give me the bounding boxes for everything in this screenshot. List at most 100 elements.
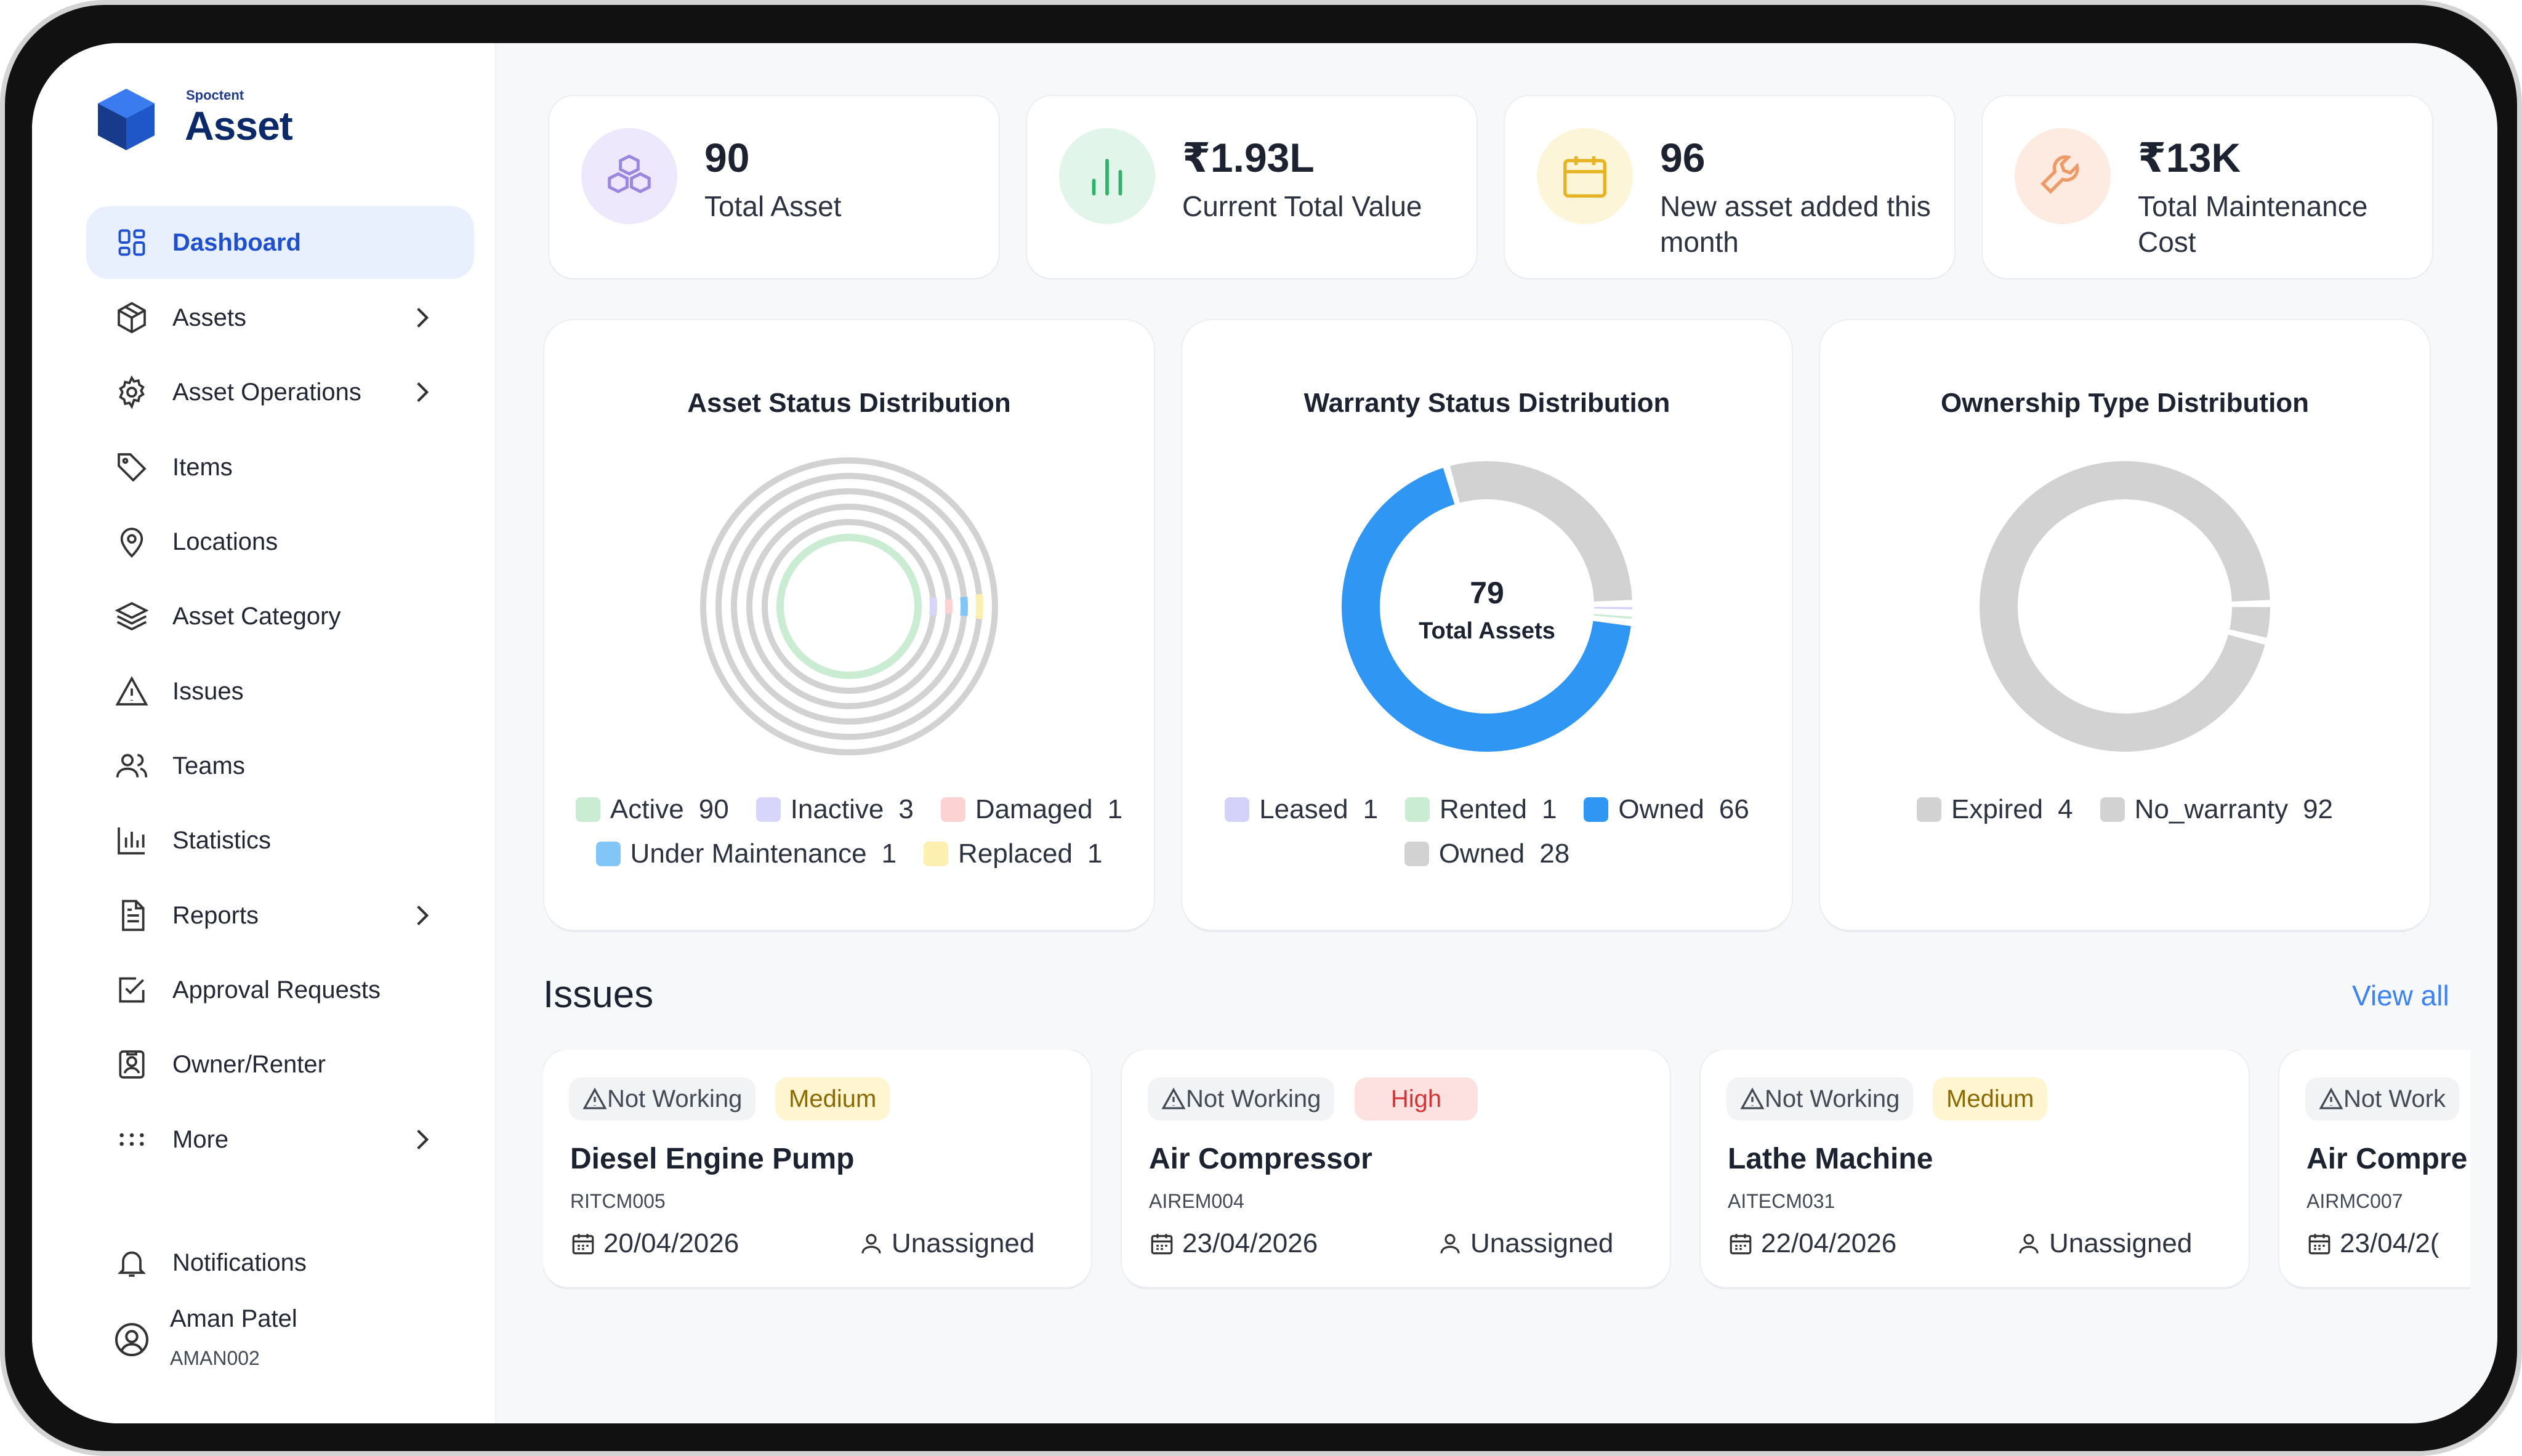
issue-assignee-text: Unassigned	[892, 1228, 1035, 1258]
issue-date-text: 22/04/2026	[1761, 1228, 1897, 1258]
check-square-icon	[113, 971, 150, 1008]
sidebar-item-label: Statistics	[172, 826, 272, 854]
legend-item[interactable]: Under Maintenance 1	[595, 839, 897, 869]
bar-active[interactable]	[776, 534, 922, 679]
legend-swatch	[755, 797, 781, 822]
sidebar-item-more[interactable]: More	[86, 1103, 474, 1176]
sidebar-item-statistics[interactable]: Statistics	[86, 804, 474, 877]
warning-icon	[1161, 1087, 1186, 1109]
chart-title: Asset Status Distribution	[687, 388, 1011, 418]
legend-item[interactable]: Rented 1	[1405, 794, 1557, 825]
legend-swatch	[924, 842, 949, 866]
stat-label: Current Total Value	[1182, 190, 1422, 222]
user-name: Aman Patel	[170, 1305, 297, 1332]
slice-owned[interactable]	[1342, 468, 1631, 752]
issue-card[interactable]: Not Working High Air Compressor AIREM004…	[1122, 1050, 1670, 1287]
legend-item[interactable]: Owned 66	[1584, 794, 1749, 825]
legend-item[interactable]: Active 90	[575, 794, 729, 825]
issue-asset-code: RITCM005	[570, 1190, 666, 1212]
legend-label: Expired	[1951, 794, 2044, 824]
legend-value: 66	[1718, 794, 1749, 824]
bar-replaced[interactable]	[975, 593, 983, 619]
logo[interactable]	[97, 87, 156, 151]
user-profile[interactable]: Aman Patel AMAN002	[113, 1305, 458, 1385]
status-badge: Not Work	[2305, 1077, 2459, 1120]
issue-card[interactable]: Not Working Medium Diesel Engine Pump RI…	[543, 1050, 1091, 1287]
issue-card[interactable]: Not Working Medium Lathe Machine AITECM0…	[1701, 1050, 2249, 1287]
ring-bg	[762, 519, 937, 694]
slice-expired[interactable]	[2229, 606, 2270, 638]
stat-card-current-total-value[interactable]: ₹1.93L Current Total Value	[1027, 96, 1477, 278]
issue-assignee: Unassigned	[1437, 1228, 1613, 1259]
sidebar-item-assets[interactable]: Assets	[86, 281, 474, 354]
legend-value: 92	[2303, 794, 2334, 824]
brand-name: Asset	[185, 103, 293, 148]
notifications-button[interactable]: Notifications	[86, 1226, 474, 1299]
issue-assignee: Unassigned	[2016, 1228, 2192, 1259]
issue-assignee-text: Unassigned	[1470, 1228, 1614, 1258]
legend-swatch	[575, 797, 600, 822]
ring-bg	[731, 488, 967, 725]
bar-chart-icon	[113, 822, 150, 859]
issue-card[interactable]: Not Work Air Compre AIRMC007 23/04/2(	[2279, 1050, 2470, 1287]
slice-owned[interactable]	[1450, 461, 1632, 602]
sidebar-item-reports[interactable]: Reports	[86, 879, 474, 952]
priority-badge: High	[1355, 1077, 1478, 1120]
tag-icon	[113, 449, 150, 486]
legend-swatch	[595, 842, 621, 866]
legend-item[interactable]: Damaged 1	[940, 794, 1122, 825]
chart-card-asset-status: Asset Status Distribution Active 90 Inact…	[544, 320, 1154, 930]
issue-asset-name: Air Compre	[2306, 1143, 2468, 1175]
sidebar-item-label: Approval Requests	[172, 976, 381, 1004]
chevron-right-icon	[417, 1129, 429, 1150]
legend-item[interactable]: Leased 1	[1225, 794, 1378, 825]
issue-assignee-text: Unassigned	[2049, 1228, 2193, 1258]
legend-label: Inactive	[790, 794, 884, 824]
legend-value: 1	[881, 839, 897, 869]
stat-card-new-asset[interactable]: 96 New asset added this month	[1505, 96, 1954, 278]
sidebar-item-issues[interactable]: Issues	[86, 655, 474, 728]
warning-icon	[113, 673, 150, 710]
legend-item[interactable]: Inactive 3	[755, 794, 914, 825]
issue-asset-name: Diesel Engine Pump	[570, 1143, 855, 1175]
legend-label: Owned	[1438, 839, 1525, 869]
issue-asset-code: AITECM031	[1728, 1190, 1835, 1212]
legend-item[interactable]: Expired 4	[1916, 794, 2073, 825]
calendar-icon	[1537, 128, 1633, 224]
sidebar-item-asset-operations[interactable]: Asset Operations	[86, 356, 474, 428]
view-all-link[interactable]: View all	[2352, 979, 2449, 1012]
legend-swatch	[1405, 797, 1430, 822]
sidebar-item-locations[interactable]: Locations	[86, 505, 474, 578]
sidebar-item-teams[interactable]: Teams	[86, 730, 474, 802]
bell-icon	[113, 1244, 150, 1281]
legend-value: 28	[1539, 839, 1570, 869]
sidebar-item-label: Assets	[172, 304, 247, 331]
sidebar-item-asset-category[interactable]: Asset Category	[86, 580, 474, 653]
sidebar-item-items[interactable]: Items	[86, 431, 474, 504]
user-icon	[1440, 1234, 1460, 1253]
stat-card-maintenance-cost[interactable]: ₹13K Total Maintenance Cost	[1983, 96, 2432, 278]
calendar-icon	[1151, 1234, 1173, 1255]
sidebar-item-owner-renter[interactable]: Owner/Renter	[86, 1028, 474, 1101]
sidebar-item-label: Locations	[172, 528, 278, 555]
stat-card-total-asset[interactable]: 90 Total Asset	[549, 96, 999, 278]
ring-bg	[715, 473, 983, 740]
slice-no-warranty[interactable]	[1980, 461, 2270, 752]
sidebar-item-approval-requests[interactable]: Approval Requests	[86, 954, 474, 1026]
brand-small: Spoctent	[186, 87, 244, 103]
legend-item[interactable]: Owned 28	[1404, 839, 1569, 869]
sidebar-item-dashboard[interactable]: Dashboard	[86, 206, 474, 279]
status-text: Not Working	[1186, 1085, 1321, 1112]
warranty-status-chart: 79 Total Assets	[1342, 461, 1632, 752]
issue-asset-name: Lathe Machine	[1728, 1143, 1933, 1175]
legend-swatch	[1916, 797, 1941, 822]
legend-item[interactable]: No_warranty 92	[2100, 794, 2333, 825]
issue-date-text: 23/04/2(	[2340, 1228, 2439, 1258]
legend-swatch	[1225, 797, 1250, 822]
legend-label: Leased	[1259, 794, 1348, 824]
chart-legend: Expired 4 No_warranty 92	[1820, 794, 2430, 839]
sidebar-item-label: Asset Operations	[172, 378, 361, 406]
legend-item[interactable]: Replaced 1	[924, 839, 1102, 869]
user-icon	[861, 1234, 881, 1253]
sidebar-item-label: Owner/Renter	[172, 1050, 326, 1078]
